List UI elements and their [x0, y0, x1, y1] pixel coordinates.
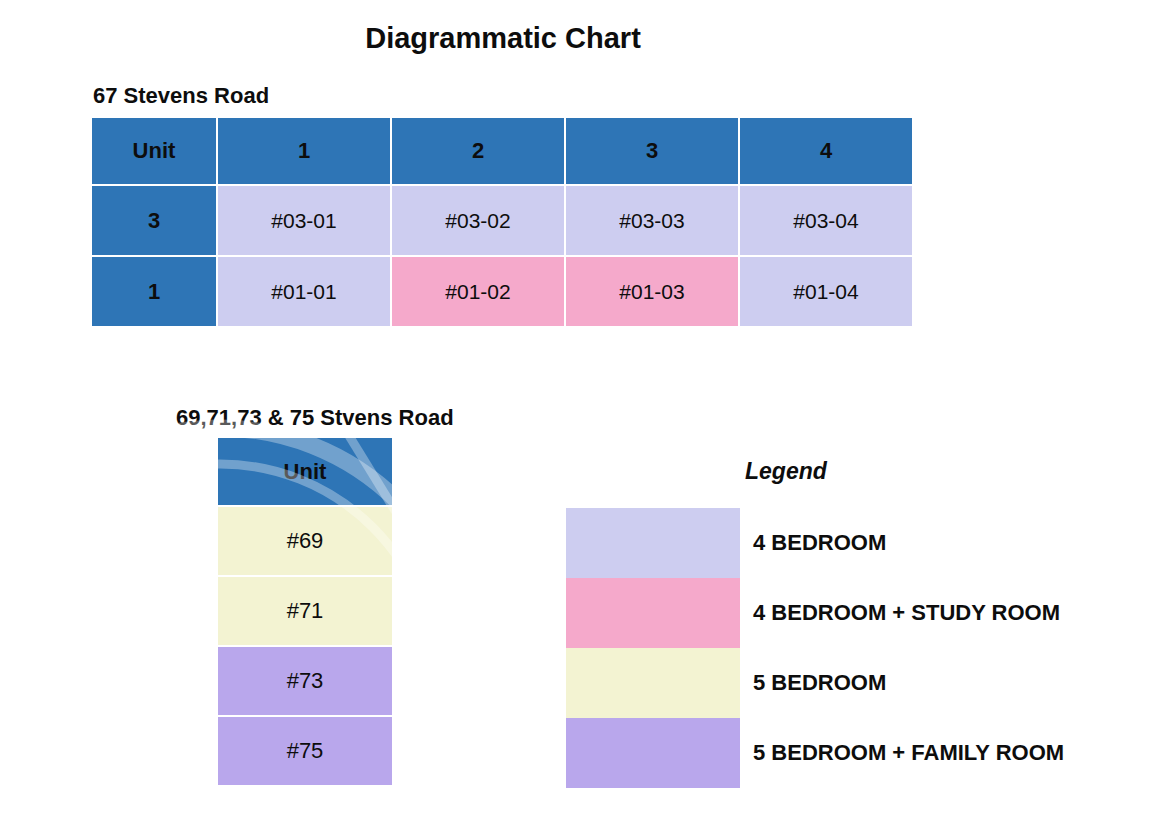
- unit-cell: #01-02: [392, 257, 564, 326]
- stevens67-col-header-3: 3: [566, 118, 738, 184]
- unit-cell: #01-01: [218, 257, 390, 326]
- legend-item: 5 BEDROOM: [566, 648, 1064, 718]
- legend-swatch-4-bedroom-study: [566, 578, 740, 648]
- legend-swatch-5-bedroom-family: [566, 718, 740, 788]
- legend-label: 5 BEDROOM: [740, 670, 886, 696]
- stevens67-table: Unit 1 2 3 4 3 #03-01 #03-02 #03-03 #03-…: [92, 118, 912, 326]
- legend-title: Legend: [745, 458, 827, 485]
- legend-item: 4 BEDROOM + STUDY ROOM: [566, 578, 1064, 648]
- unit-cell: #75: [218, 717, 392, 785]
- unit-cell: #69: [218, 507, 392, 575]
- stevens69-heading: 69,71,73 & 75 Stvens Road: [176, 405, 454, 431]
- legend-label: 5 BEDROOM + FAMILY ROOM: [740, 740, 1064, 766]
- unit-cell: #73: [218, 647, 392, 715]
- legend-label: 4 BEDROOM: [740, 530, 886, 556]
- legend: 4 BEDROOM 4 BEDROOM + STUDY ROOM 5 BEDRO…: [566, 508, 1064, 788]
- stevens67-col-header-unit: Unit: [92, 118, 216, 184]
- legend-label: 4 BEDROOM + STUDY ROOM: [740, 600, 1060, 626]
- legend-swatch-5-bedroom: [566, 648, 740, 718]
- stevens67-col-header-1: 1: [218, 118, 390, 184]
- unit-cell: #03-03: [566, 186, 738, 255]
- unit-cell: #01-03: [566, 257, 738, 326]
- unit-cell: #03-02: [392, 186, 564, 255]
- stevens67-col-header-2: 2: [392, 118, 564, 184]
- legend-swatch-4-bedroom: [566, 508, 740, 578]
- unit-cell: #01-04: [740, 257, 912, 326]
- stevens67-col-header-4: 4: [740, 118, 912, 184]
- unit-cell: #03-04: [740, 186, 912, 255]
- stevens69-table: Unit #69 #71 #73 #75: [218, 438, 392, 785]
- stevens69-col-header-unit: Unit: [218, 438, 392, 505]
- stevens67-heading: 67 Stevens Road: [93, 83, 269, 109]
- legend-item: 5 BEDROOM + FAMILY ROOM: [566, 718, 1064, 788]
- unit-cell: #03-01: [218, 186, 390, 255]
- stevens67-floor-header: 1: [92, 257, 216, 326]
- unit-cell: #71: [218, 577, 392, 645]
- stevens67-floor-header: 3: [92, 186, 216, 255]
- page-title: Diagrammatic Chart: [365, 22, 641, 55]
- legend-item: 4 BEDROOM: [566, 508, 1064, 578]
